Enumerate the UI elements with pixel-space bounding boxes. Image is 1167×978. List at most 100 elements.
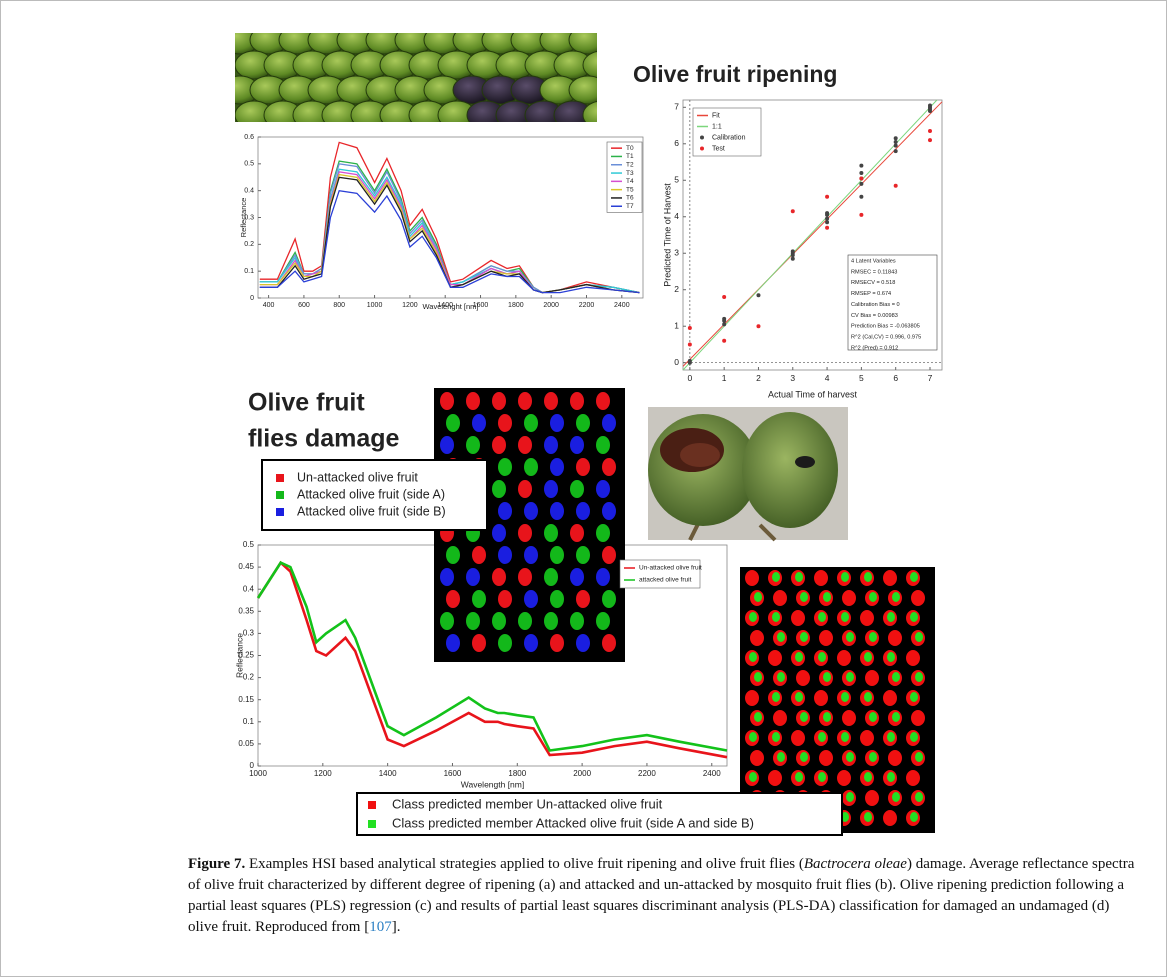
fruit-blob bbox=[466, 436, 480, 454]
fruit-blob bbox=[841, 612, 849, 622]
legend-swatch bbox=[700, 135, 704, 140]
fruit-blob bbox=[524, 414, 538, 432]
fruit-blob bbox=[550, 546, 564, 564]
point bbox=[722, 338, 727, 343]
point bbox=[825, 220, 830, 225]
x-tick-label: 0 bbox=[687, 373, 692, 383]
fruit-blob bbox=[795, 652, 803, 662]
fruit-blob bbox=[818, 772, 826, 782]
fruit-blob bbox=[472, 546, 486, 564]
fruit-blob bbox=[544, 480, 558, 498]
fruit-blob bbox=[570, 436, 584, 454]
point bbox=[893, 136, 898, 141]
fruit-blob bbox=[749, 652, 757, 662]
point bbox=[893, 149, 898, 154]
fruit-blob bbox=[883, 810, 897, 826]
fruit-blob bbox=[773, 590, 787, 606]
fruit-blob bbox=[818, 612, 826, 622]
fruit-blob bbox=[544, 436, 558, 454]
annotation: RMSEP = 0.674 bbox=[851, 291, 891, 297]
legend-marker bbox=[368, 820, 376, 828]
fruit-blob bbox=[596, 568, 610, 586]
fruit-blob bbox=[596, 436, 610, 454]
legend-label: T4 bbox=[626, 178, 634, 185]
caption-ref[interactable]: 107 bbox=[369, 919, 392, 935]
fruit-blob bbox=[842, 590, 856, 606]
x-tick-label: 1000 bbox=[367, 302, 383, 309]
y-tick-label: 5 bbox=[674, 175, 679, 185]
caption-species: Bactrocera oleae bbox=[803, 856, 907, 872]
x-axis-label: Wavelength [nm] bbox=[461, 779, 524, 789]
y-tick-label: 0.1 bbox=[244, 268, 254, 275]
fruit-blob bbox=[550, 502, 564, 520]
fruit-blob bbox=[550, 414, 564, 432]
x-tick-label: 1800 bbox=[508, 769, 526, 778]
fruit-blob bbox=[910, 692, 918, 702]
fruit-blob bbox=[910, 612, 918, 622]
point bbox=[825, 216, 830, 221]
point bbox=[893, 183, 898, 188]
fruit-blob bbox=[492, 568, 506, 586]
fruit-blob bbox=[837, 770, 851, 786]
caption-text: Examples HSI based analytical strategies… bbox=[248, 856, 804, 872]
fruit-blob bbox=[524, 502, 538, 520]
fruit-blob bbox=[602, 458, 616, 476]
fruit-blob bbox=[911, 590, 925, 606]
legend-label: Fit bbox=[712, 112, 720, 119]
y-tick-label: 0 bbox=[250, 761, 255, 770]
y-tick-label: 0.25 bbox=[238, 651, 254, 660]
fruit-blob bbox=[518, 436, 532, 454]
y-tick-label: 4 bbox=[674, 211, 679, 221]
fruit-blob bbox=[796, 670, 810, 686]
fruit-blob bbox=[749, 772, 757, 782]
fruit-blob bbox=[440, 392, 454, 410]
x-tick-label: 600 bbox=[298, 302, 310, 309]
legend-label: Test bbox=[712, 145, 725, 152]
fruit-blob bbox=[818, 652, 826, 662]
x-tick-label: 1000 bbox=[249, 769, 267, 778]
fruit-blob bbox=[492, 436, 506, 454]
annotation: Calibration Bias = 0 bbox=[851, 302, 900, 308]
fruit-blob bbox=[749, 612, 757, 622]
fruit-blob bbox=[819, 630, 833, 646]
fruit-blob bbox=[864, 652, 872, 662]
y-tick-label: 0.5 bbox=[243, 540, 255, 549]
chart-b-legend: Un-attacked olive fruit attacked olive fr… bbox=[619, 559, 702, 589]
heading: flies damage bbox=[248, 425, 400, 453]
legend-marker bbox=[276, 474, 284, 482]
fruit-blob bbox=[915, 632, 923, 642]
class-legend: Un-attacked olive fruit Attacked olive fr… bbox=[261, 459, 488, 531]
fruit-blob bbox=[754, 672, 762, 682]
x-tick-label: 800 bbox=[333, 302, 345, 309]
caption: Figure 7. Examples HSI based analytical … bbox=[188, 854, 1143, 938]
fruit-blob bbox=[814, 690, 828, 706]
olive bbox=[582, 50, 597, 80]
point bbox=[756, 324, 761, 329]
fruit-blob bbox=[864, 572, 872, 582]
legend-label: Attacked olive fruit (side A) bbox=[297, 487, 445, 501]
x-tick-label: 1400 bbox=[437, 302, 453, 309]
fruit-blob bbox=[887, 732, 895, 742]
legend-label: T1 bbox=[626, 153, 634, 160]
fruit-blob bbox=[544, 612, 558, 630]
point bbox=[859, 176, 864, 181]
point bbox=[927, 103, 932, 108]
legend-marker bbox=[276, 491, 284, 499]
y-tick-label: 0.2 bbox=[243, 673, 255, 682]
point bbox=[722, 316, 727, 321]
point bbox=[893, 143, 898, 148]
x-tick-label: 6 bbox=[893, 373, 898, 383]
fruit-blob bbox=[570, 480, 584, 498]
fruit-blob bbox=[596, 612, 610, 630]
annotation: CV Bias = 0.00983 bbox=[851, 313, 898, 319]
fruit-blob bbox=[846, 672, 854, 682]
fruit-blob bbox=[915, 792, 923, 802]
legend-marker bbox=[368, 801, 376, 809]
fruit-blob bbox=[440, 568, 454, 586]
y-tick-label: 0.4 bbox=[244, 188, 254, 195]
x-tick-label: 2 bbox=[756, 373, 761, 383]
fruit-blob bbox=[841, 732, 849, 742]
fruit-blob bbox=[745, 570, 759, 586]
fruit-blob bbox=[823, 712, 831, 722]
fruit-blob bbox=[466, 612, 480, 630]
